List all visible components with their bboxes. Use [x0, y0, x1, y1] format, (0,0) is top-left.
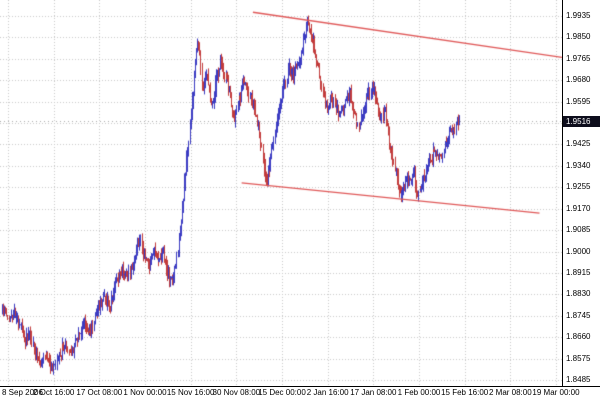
price-axis-label: 1.9765 [566, 53, 591, 63]
time-axis-label: 15 Dec 00:00 [258, 388, 306, 397]
price-axis-label: 1.9000 [566, 246, 591, 256]
price-axis-label: 1.8575 [566, 353, 591, 363]
time-axis-label: 15 Feb 16:00 [441, 388, 489, 397]
price-axis-label: 1.8485 [566, 375, 591, 384]
price-axis-label: 1.8660 [566, 332, 591, 342]
price-axis[interactable]: 1.9516 1.9935 1.9850 1.9765 1.9680 1.9595 1.9… [562, 0, 600, 386]
price-axis-label: 1.9170 [566, 203, 591, 213]
time-axis-label: 8 Sep 2006 [2, 388, 43, 397]
time-axis-label: 15 Nov 16:00 [166, 388, 215, 397]
price-axis-label: 1.9935 [566, 11, 591, 20]
time-axis-label: 2 Mar 08:00 [488, 388, 532, 397]
time-axis-label: 17 Oct 08:00 [76, 388, 123, 397]
price-axis-label: 1.9850 [566, 32, 591, 42]
price-chart-canvas[interactable] [0, 0, 562, 386]
time-axis-label: 19 Mar 00:00 [532, 388, 580, 397]
price-axis-label: 1.9595 [566, 96, 591, 106]
current-price-tag: 1.9516 [563, 116, 600, 128]
price-axis-label: 1.9085 [566, 225, 591, 235]
price-axis-label: 1.9255 [566, 182, 591, 192]
price-axis-label: 1.8915 [566, 267, 591, 277]
time-axis[interactable]: 8 Sep 2006 2 Oct 16:00 17 Oct 08:00 1 Nov 0… [0, 386, 600, 400]
time-axis-label: 30 Nov 08:00 [212, 388, 261, 397]
price-axis-label: 1.9680 [566, 75, 591, 85]
time-axis-label: 1 Feb 00:00 [397, 388, 441, 397]
time-axis-label: 17 Jan 08:00 [350, 388, 397, 397]
time-axis-label: 2 Jan 16:00 [306, 388, 349, 397]
price-axis-label: 1.8830 [566, 289, 591, 299]
time-axis-label: 1 Nov 00:00 [123, 388, 167, 397]
price-axis-label: 1.8745 [566, 310, 591, 320]
price-axis-label: 1.9425 [566, 139, 591, 149]
price-axis-label: 1.9340 [566, 160, 591, 170]
time-axis-label: 2 Oct 16:00 [32, 388, 75, 397]
